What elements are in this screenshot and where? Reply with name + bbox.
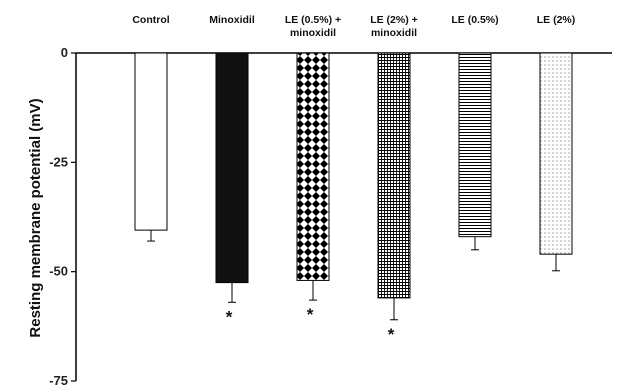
bars [134, 52, 573, 321]
bar [296, 52, 330, 281]
category-label: LE (0.5%) [451, 14, 498, 26]
bar [377, 52, 411, 299]
bar [215, 52, 249, 284]
category-label: Minoxidil [209, 14, 255, 26]
bar [539, 52, 573, 255]
labels: Control*Minoxidil*LE (0.5%) +minoxidil*L… [132, 14, 575, 344]
y-tick-label: -25 [49, 154, 68, 169]
category-label: minoxidil [371, 27, 417, 39]
significance-marker: * [226, 307, 233, 326]
bar [458, 52, 492, 238]
y-tick-label: 0 [61, 45, 68, 60]
bar [134, 52, 168, 231]
category-label: minoxidil [290, 27, 336, 39]
category-label: LE (2%) [537, 14, 576, 26]
category-label: LE (2%) + [370, 14, 418, 26]
y-tick-label: -50 [49, 264, 68, 279]
y-tick-label: -75 [49, 373, 68, 388]
axes: 0 -25 -50 -75 [49, 45, 612, 388]
significance-marker: * [307, 305, 314, 324]
category-label: Control [132, 14, 169, 26]
category-label: LE (0.5%) + [285, 14, 341, 26]
significance-marker: * [388, 325, 395, 344]
y-axis-label: Resting membrane potential (mV) [27, 98, 44, 337]
